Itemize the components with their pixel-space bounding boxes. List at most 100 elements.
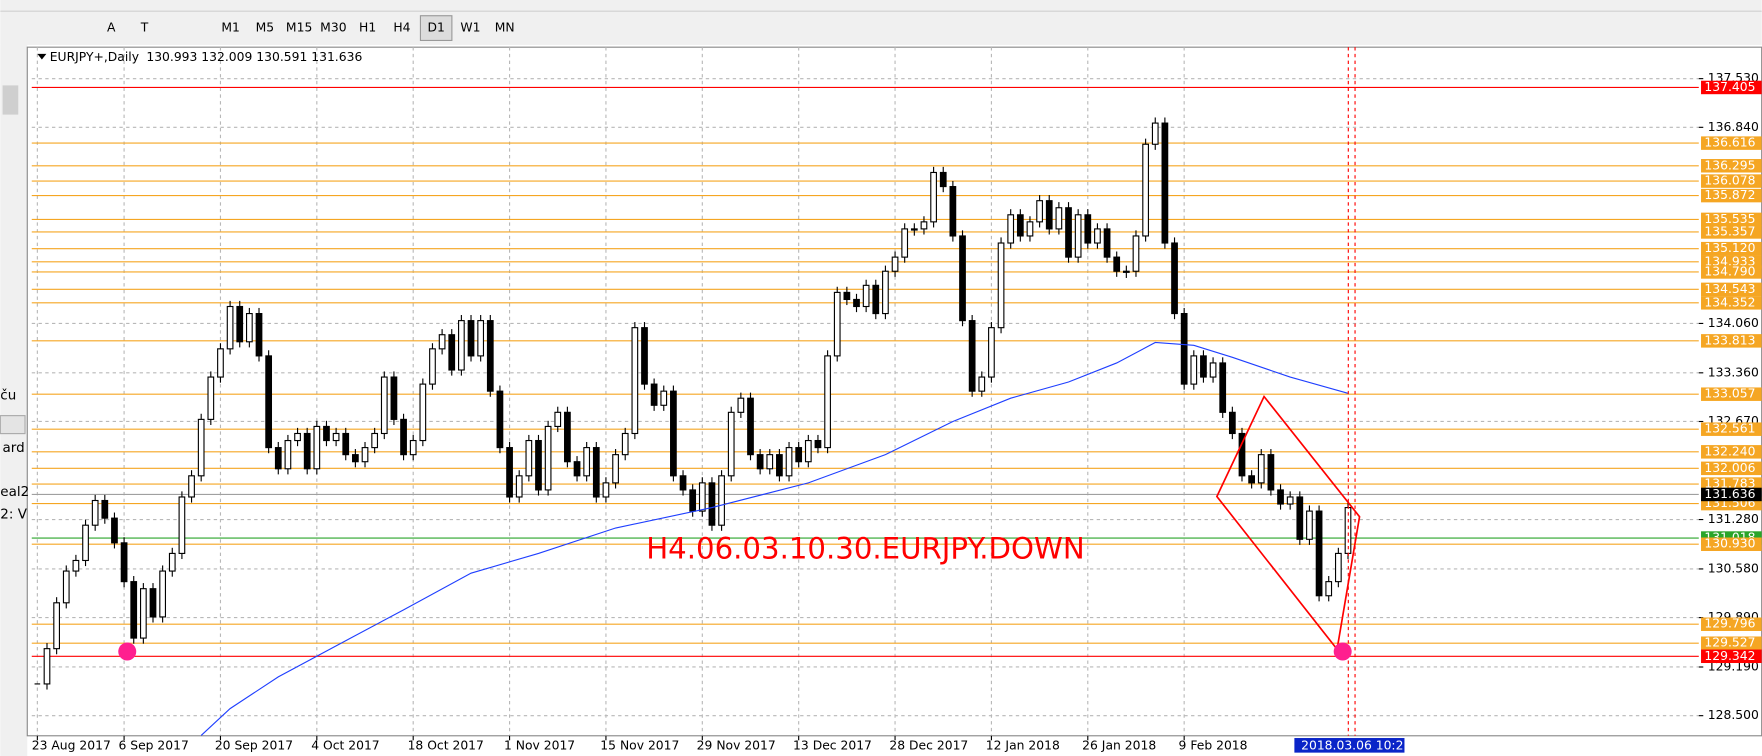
candle-body	[1142, 143, 1149, 237]
candle-body	[467, 320, 475, 357]
candle-body	[843, 291, 851, 301]
candle-body	[168, 552, 176, 572]
level-label-bg	[1701, 282, 1762, 297]
candle-body	[1122, 270, 1130, 273]
candle-body	[1036, 200, 1043, 223]
candle-body	[872, 284, 880, 315]
x-tick-label: 18 Oct 2017	[408, 738, 484, 752]
candle-body	[910, 228, 918, 231]
candle-body	[814, 439, 822, 449]
level-label: 132.006	[1704, 461, 1755, 475]
x-tick-label: 15 Nov 2017	[600, 738, 679, 752]
channel-drawing[interactable]	[1215, 394, 1361, 652]
level-label-bg	[1701, 174, 1762, 188]
toolbar-bg	[0, 0, 1762, 45]
level-label-bg	[1701, 159, 1762, 173]
candle-body	[1190, 355, 1198, 385]
candle-body	[1103, 228, 1111, 258]
timeframe-button[interactable]: W1	[460, 21, 480, 35]
candle-body	[130, 581, 138, 639]
candle-body	[1277, 489, 1284, 505]
chart-symbol: EURJPY+,Daily	[50, 50, 139, 64]
x-tick-label: 1 Nov 2017	[504, 738, 575, 752]
candle-body	[949, 186, 957, 237]
level-label-bg	[1701, 649, 1762, 664]
candle-body	[901, 228, 909, 258]
level-label-bg	[1701, 334, 1762, 348]
candle-body	[458, 320, 465, 371]
timeframe-button[interactable]: M15	[286, 21, 312, 35]
candle-body	[968, 320, 976, 392]
candle-body	[506, 447, 513, 498]
timeframe-button[interactable]: D1	[427, 21, 444, 35]
level-label: 135.357	[1704, 224, 1755, 238]
side-panel-text: eal2	[0, 484, 29, 500]
candle-body	[670, 390, 677, 477]
candle-body	[361, 447, 369, 463]
chart-area	[26, 46, 1762, 737]
candle-body	[1219, 362, 1227, 413]
candle-body	[371, 432, 379, 449]
level-label-bg	[1701, 537, 1762, 551]
candle-body	[1016, 214, 1024, 237]
timeframe-active	[419, 15, 453, 42]
candle-body	[496, 390, 504, 449]
candle-body	[1113, 256, 1121, 272]
level-label: 136.295	[1704, 158, 1755, 172]
candle-body	[62, 570, 70, 604]
level-label-bg	[1701, 241, 1762, 256]
x-tick-label: 28 Dec 2017	[889, 738, 968, 752]
candle-body	[756, 454, 764, 470]
timeframe-button[interactable]: H4	[393, 21, 410, 35]
candle-body	[226, 305, 234, 350]
candle-body	[824, 355, 831, 449]
level-label: 134.543	[1704, 282, 1755, 296]
y-tick-label: 128.500	[1708, 708, 1759, 722]
timeframe-button[interactable]: MN	[495, 21, 515, 35]
candle-body	[1180, 313, 1188, 385]
candle-body	[284, 439, 292, 470]
header-arrow	[37, 53, 47, 60]
candle-body	[747, 397, 754, 456]
candle-body	[380, 376, 388, 435]
candle-body	[400, 418, 407, 456]
candle-body	[833, 291, 841, 357]
timeframe-button[interactable]: H1	[359, 21, 376, 35]
candle-body	[679, 475, 687, 491]
candle-body	[72, 559, 80, 572]
candle-body	[853, 298, 860, 308]
candle-body	[1055, 207, 1063, 230]
side-panel	[0, 44, 28, 756]
tool-button[interactable]: A	[107, 21, 116, 35]
candle-body	[544, 425, 552, 491]
bid-label: 131.636	[1704, 487, 1755, 501]
level-label-bg	[1701, 461, 1762, 476]
level-label-bg	[1701, 188, 1762, 203]
tool-button[interactable]: T	[140, 21, 149, 35]
candle-body	[429, 348, 436, 385]
timeframe-button[interactable]: M1	[221, 21, 240, 35]
ohlc-readout: 130.993 132.009 130.591 131.636	[146, 50, 362, 64]
timeframe-button[interactable]: M5	[256, 21, 275, 35]
timeframe-button[interactable]: M30	[320, 21, 347, 35]
candle-body	[303, 432, 311, 470]
candle-body	[1209, 362, 1217, 378]
candle-body	[650, 383, 658, 406]
candle-body	[708, 482, 716, 526]
candle-body	[920, 221, 928, 230]
candle-body	[997, 242, 1005, 329]
level-label-bg	[1701, 296, 1762, 310]
x-tick-label: 9 Feb 2018	[1179, 738, 1248, 752]
candle-body	[486, 320, 494, 392]
level-label-bg	[1701, 80, 1762, 95]
candle-body	[91, 499, 99, 526]
candle-body	[554, 411, 562, 427]
candle-body	[583, 447, 591, 477]
level-label-bg	[1701, 136, 1762, 150]
candle-body	[139, 588, 147, 639]
candle-body	[332, 432, 340, 442]
candle-body	[159, 570, 167, 618]
candle-body	[891, 256, 899, 272]
x-tick-label: 26 Jan 2018	[1082, 738, 1156, 752]
